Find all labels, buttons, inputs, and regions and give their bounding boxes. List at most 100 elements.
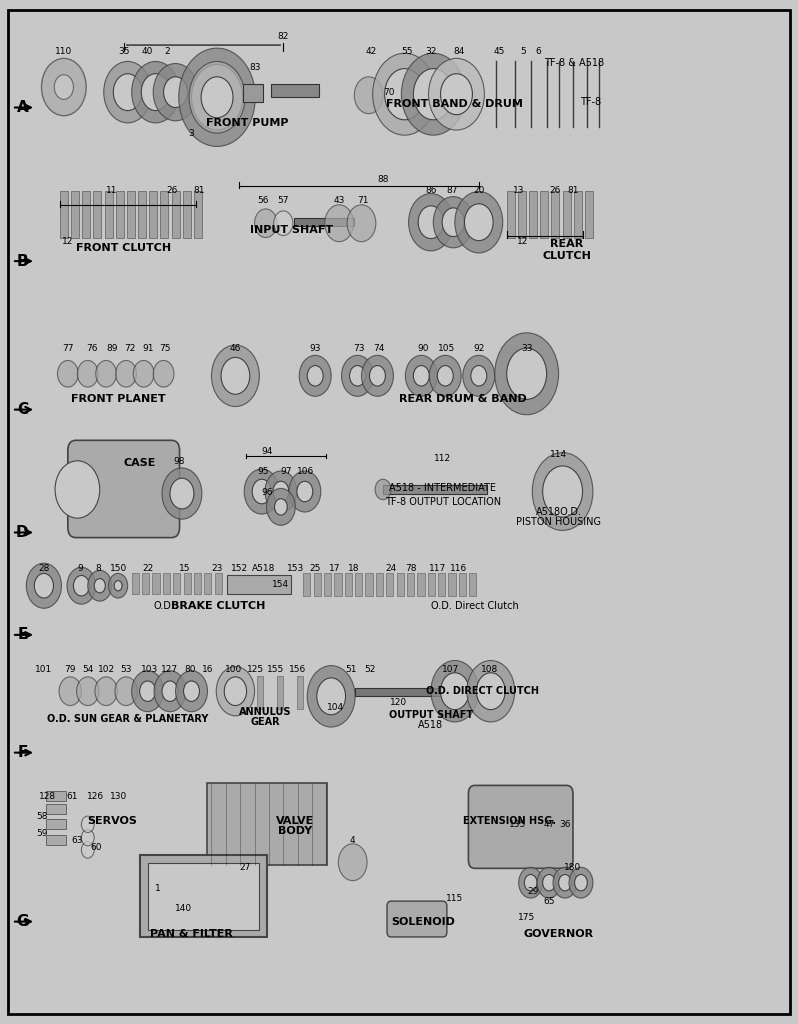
Bar	[271, 84, 319, 97]
Circle shape	[57, 360, 78, 387]
Bar	[183, 191, 191, 238]
Text: 35: 35	[118, 47, 129, 56]
Text: 104: 104	[326, 702, 344, 712]
Text: GOVERNOR: GOVERNOR	[523, 929, 594, 939]
Bar	[355, 573, 362, 596]
Circle shape	[216, 667, 255, 716]
Bar	[448, 573, 456, 596]
Circle shape	[164, 77, 188, 108]
Text: 97: 97	[280, 467, 291, 476]
Text: EXTENSION HSG.: EXTENSION HSG.	[463, 816, 555, 826]
Circle shape	[67, 567, 96, 604]
Circle shape	[77, 677, 99, 706]
Text: 78: 78	[405, 564, 417, 573]
Bar	[303, 573, 310, 596]
Bar	[438, 573, 445, 596]
Circle shape	[342, 355, 373, 396]
Text: 63: 63	[72, 836, 83, 845]
Circle shape	[471, 366, 487, 386]
Circle shape	[338, 844, 367, 881]
Bar	[507, 191, 515, 238]
Text: 20: 20	[473, 185, 484, 195]
Text: 17: 17	[330, 564, 341, 573]
Bar	[314, 573, 321, 596]
Text: 27: 27	[239, 863, 251, 872]
Circle shape	[73, 575, 89, 596]
Text: 33: 33	[521, 344, 532, 353]
Circle shape	[476, 673, 505, 710]
Bar	[140, 855, 267, 937]
Circle shape	[265, 471, 297, 512]
Circle shape	[350, 366, 365, 386]
Text: C: C	[17, 402, 28, 417]
Bar	[194, 573, 201, 594]
Text: B: B	[17, 254, 28, 268]
Text: CLUTCH: CLUTCH	[542, 251, 591, 261]
Text: 54: 54	[82, 665, 93, 674]
Bar	[93, 191, 101, 238]
Text: 94: 94	[262, 446, 273, 456]
Circle shape	[81, 829, 94, 846]
Circle shape	[132, 61, 180, 123]
Circle shape	[429, 58, 484, 130]
Circle shape	[154, 671, 186, 712]
Bar	[60, 191, 68, 238]
Circle shape	[559, 874, 571, 891]
Text: 72: 72	[124, 344, 136, 353]
Text: 32: 32	[425, 47, 437, 56]
Circle shape	[94, 579, 105, 593]
Circle shape	[307, 666, 355, 727]
Text: 140: 140	[175, 904, 192, 913]
Text: TF-8 OUTPUT LOCATION: TF-8 OUTPUT LOCATION	[385, 497, 501, 507]
Text: 135: 135	[508, 820, 526, 829]
Text: 88: 88	[377, 175, 389, 184]
Text: FRONT BAND & DRUM: FRONT BAND & DRUM	[386, 99, 523, 110]
Bar	[160, 191, 168, 238]
Text: 36: 36	[559, 820, 571, 829]
Text: 45: 45	[493, 47, 504, 56]
Text: 150: 150	[109, 564, 127, 573]
Circle shape	[162, 681, 178, 701]
Text: O.D. SUN GEAR & PLANETARY: O.D. SUN GEAR & PLANETARY	[47, 714, 208, 724]
Circle shape	[433, 197, 473, 248]
Text: 29: 29	[527, 887, 539, 896]
Circle shape	[317, 678, 346, 715]
Circle shape	[114, 581, 122, 591]
Text: 15: 15	[180, 564, 191, 573]
Bar	[529, 191, 537, 238]
Circle shape	[132, 671, 164, 712]
Bar	[334, 573, 342, 596]
Circle shape	[289, 471, 321, 512]
Text: 155: 155	[267, 665, 284, 674]
Circle shape	[413, 366, 429, 386]
Text: 153: 153	[286, 564, 304, 573]
Circle shape	[537, 867, 561, 898]
Circle shape	[113, 74, 142, 111]
Circle shape	[224, 677, 247, 706]
Circle shape	[347, 205, 376, 242]
Text: 25: 25	[310, 564, 321, 573]
FancyBboxPatch shape	[468, 785, 573, 868]
Circle shape	[543, 466, 583, 517]
Text: 3: 3	[188, 129, 195, 138]
Text: REAR DRUM & BAND: REAR DRUM & BAND	[399, 394, 527, 404]
Bar	[127, 191, 135, 238]
Bar	[215, 573, 222, 594]
Text: 12: 12	[517, 237, 528, 246]
Text: 81: 81	[567, 185, 579, 195]
Circle shape	[109, 573, 128, 598]
Text: 13: 13	[513, 185, 524, 195]
Text: 60: 60	[90, 843, 101, 852]
Text: 8: 8	[95, 564, 101, 573]
Circle shape	[361, 355, 393, 396]
Text: 73: 73	[354, 344, 365, 353]
Text: 16: 16	[202, 665, 213, 674]
Circle shape	[170, 478, 194, 509]
Text: GEAR: GEAR	[250, 717, 280, 727]
Bar	[257, 676, 263, 709]
Circle shape	[575, 874, 587, 891]
Circle shape	[26, 563, 61, 608]
Bar	[172, 191, 180, 238]
Text: 76: 76	[86, 344, 97, 353]
Circle shape	[95, 677, 117, 706]
